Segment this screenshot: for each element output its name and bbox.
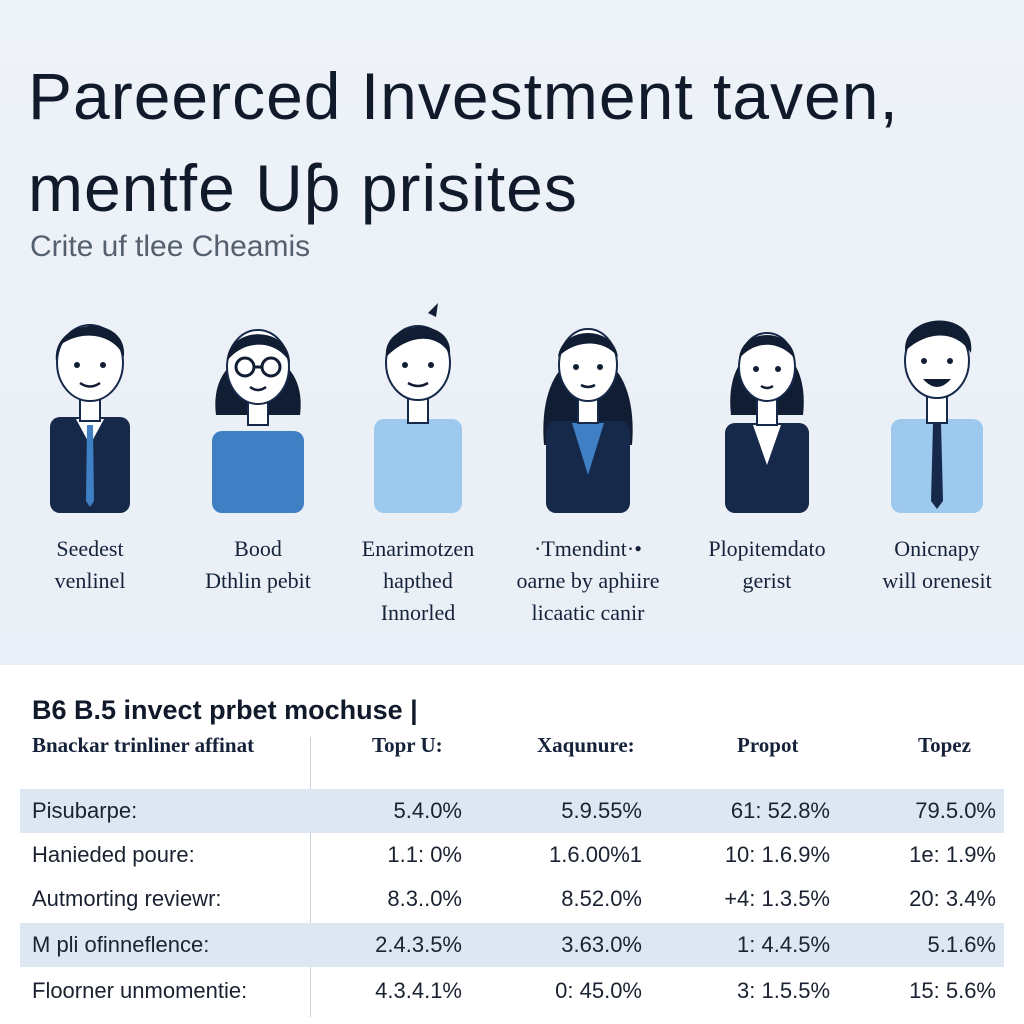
table-header-label: Bnackar trinliner affinat xyxy=(32,733,255,757)
row-cell: 2.4.3.5% xyxy=(375,932,462,957)
page-subtitle: Crite uf tlee Cheamis xyxy=(30,230,311,263)
row-label: Floorner unmomentie: xyxy=(32,978,248,1003)
row-cell: 1.6.00%1 xyxy=(549,842,642,867)
person-card: ·Tmendint·• oarne by aphiire licaatic ca… xyxy=(503,295,673,629)
table-row: Pisubarpe: 5.4.0% 5.9.55% 61: 52.8% 79.5… xyxy=(20,789,1004,833)
person-caption: Bood Dthlin pebit xyxy=(205,536,311,593)
row-cell: 4.3.4.1% xyxy=(375,978,462,1003)
row-cell: 1: 4.4.5% xyxy=(737,932,830,957)
row-cell: 61: 52.8% xyxy=(730,798,830,823)
row-label: Autmorting reviewr: xyxy=(32,886,222,911)
man-casual-avatar-icon xyxy=(374,303,462,513)
column-divider xyxy=(310,737,311,1017)
table-row: Hanieded poure: 1.1: 0% 1.6.00%1 10: 1.6… xyxy=(20,833,1004,877)
table-header-col-4: Topez xyxy=(918,733,971,757)
table-row: M pli ofinneflence: 2.4.3.5% 3.63.0% 1: … xyxy=(20,923,1004,967)
row-cell: 15: 5.6% xyxy=(909,978,996,1003)
row-cell: 8.52.0% xyxy=(561,886,642,911)
man-suit-avatar-icon xyxy=(50,324,130,513)
row-cell: 0: 45.0% xyxy=(555,978,642,1003)
person-caption: Enarimotzen hapthed Innorled xyxy=(361,536,475,625)
row-cell: 79.5.0% xyxy=(915,798,996,823)
row-cell: 5.1.6% xyxy=(927,932,997,957)
table-header-col-2: Xaqunure: xyxy=(537,733,635,757)
person-card: Bood Dthlin pebit xyxy=(173,295,343,597)
table-header-col-3: Propot xyxy=(737,733,799,757)
man-tie-avatar-icon xyxy=(891,320,983,513)
person-caption: Plopitemdato gerist xyxy=(708,536,826,593)
person-caption: ·Tmendint·• oarne by aphiire licaatic ca… xyxy=(516,536,660,625)
page-title-line-2: mentfe Uƥ prisites xyxy=(28,151,578,225)
person-caption: Onicnapy will orenesit xyxy=(882,536,992,593)
people-row: Seedest venlinel Bood Dthlin pebit xyxy=(0,295,1024,635)
person-card: Seedest venlinel xyxy=(5,295,175,597)
table-row: Floorner unmomentie: 4.3.4.1% 0: 45.0% 3… xyxy=(20,969,1004,1013)
table-header-col-1: Topr U: xyxy=(372,733,443,757)
row-cell: 5.9.55% xyxy=(561,798,642,823)
row-cell: 3: 1.5.5% xyxy=(737,978,830,1003)
row-cell: 5.4.0% xyxy=(393,798,463,823)
table-title: B6 B.5 invect prbet mochuse | xyxy=(32,695,418,725)
row-cell: 3.63.0% xyxy=(561,932,642,957)
row-cell: +4: 1.3.5% xyxy=(724,886,830,911)
header-section: Pareerced Investment taven, mentfe Uƥ pr… xyxy=(0,0,1024,665)
row-cell: 20: 3.4% xyxy=(909,886,996,911)
woman-blazer-avatar-icon xyxy=(725,332,809,513)
row-label: Pisubarpe: xyxy=(32,798,138,823)
data-table-section: B6 B.5 invect prbet mochuse | Bnackar tr… xyxy=(0,665,1024,1024)
person-card: Enarimotzen hapthed Innorled xyxy=(333,295,503,629)
row-cell: 1e: 1.9% xyxy=(909,842,996,867)
row-cell: 1.1: 0% xyxy=(387,842,462,867)
page-title-line-1: Pareerced Investment taven, xyxy=(28,59,899,133)
table-row: Autmorting reviewr: 8.3..0% 8.52.0% +4: … xyxy=(20,877,1004,921)
woman-long-hair-avatar-icon xyxy=(543,328,633,513)
row-cell: 8.3..0% xyxy=(387,886,462,911)
person-caption: Seedest venlinel xyxy=(54,536,126,593)
woman-glasses-avatar-icon xyxy=(212,329,304,513)
person-card: Onicnapy will orenesit xyxy=(852,295,1022,597)
row-cell: 10: 1.6.9% xyxy=(724,842,830,867)
person-card: Plopitemdato gerist xyxy=(682,295,852,597)
row-label: M pli ofinneflence: xyxy=(32,932,210,957)
page-title: Pareerced Investment taven, mentfe Uƥ pr… xyxy=(28,50,1008,234)
row-label: Hanieded poure: xyxy=(32,842,195,867)
